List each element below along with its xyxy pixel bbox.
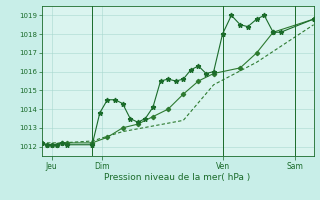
- X-axis label: Pression niveau de la mer( hPa ): Pression niveau de la mer( hPa ): [104, 173, 251, 182]
